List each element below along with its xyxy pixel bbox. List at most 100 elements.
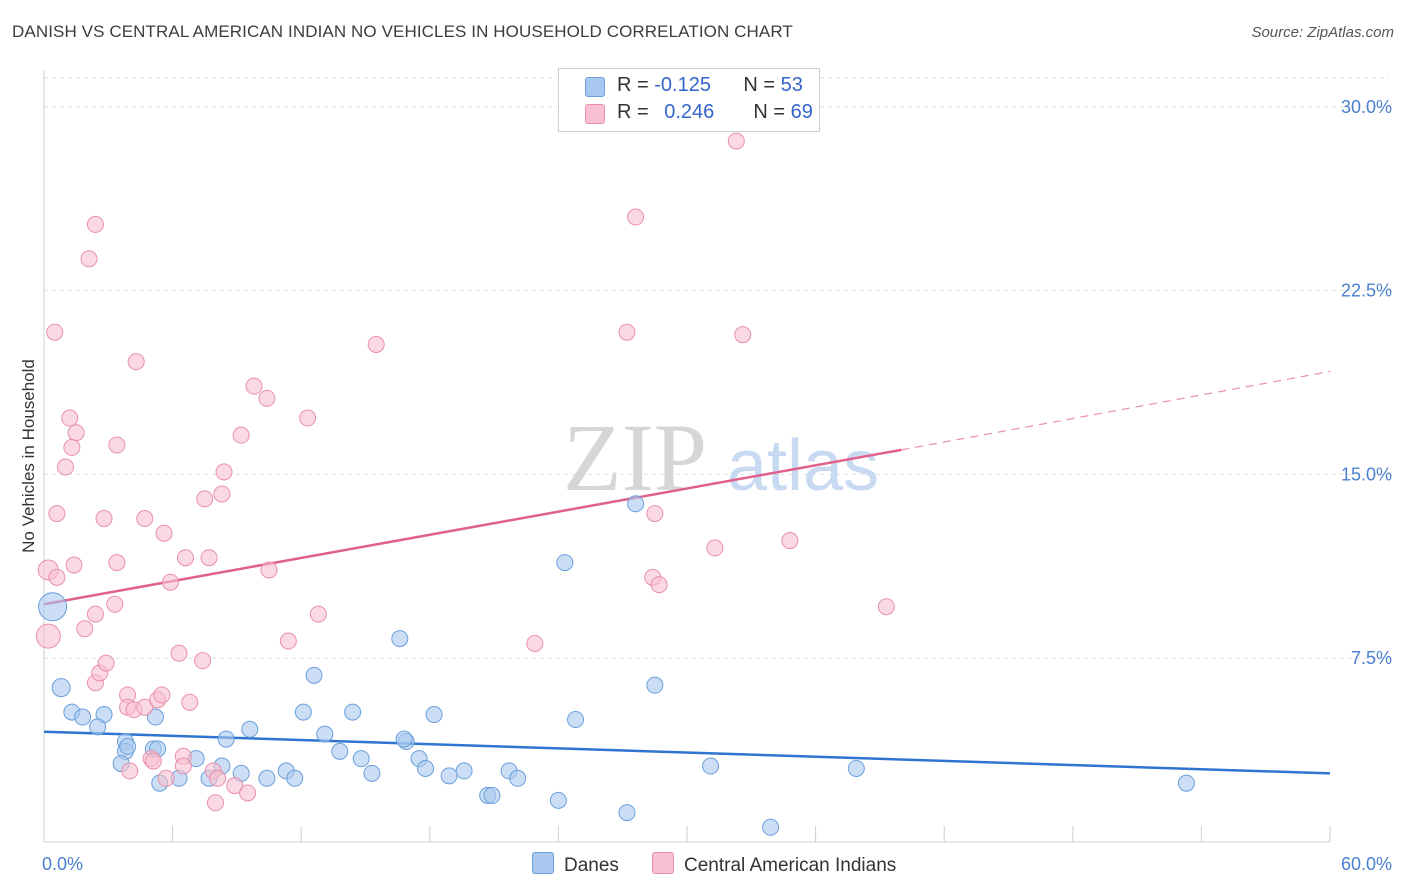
watermark-atlas: atlas — [727, 426, 879, 506]
point-danes — [455, 762, 473, 780]
point-central-american-indians — [95, 509, 113, 527]
point-central-american-indians — [67, 424, 85, 442]
point-danes — [331, 742, 349, 760]
y-tick-label: 30.0% — [1341, 97, 1392, 117]
point-danes — [847, 759, 865, 777]
point-central-american-indians — [194, 652, 212, 670]
point-central-american-indians — [161, 573, 179, 591]
point-central-american-indians — [245, 377, 263, 395]
legend-n-label: N = — [743, 74, 776, 96]
point-central-american-indians — [279, 632, 297, 650]
point-central-american-indians — [181, 693, 199, 711]
point-danes — [627, 495, 645, 513]
point-central-american-indians — [136, 698, 154, 716]
point-central-american-indians — [734, 326, 752, 344]
point-central-american-indians — [48, 568, 66, 586]
x-tick-label: 0.0% — [42, 854, 83, 874]
point-central-american-indians — [144, 752, 162, 770]
watermark: ZIP atlas — [563, 404, 879, 511]
point-central-american-indians — [213, 485, 231, 503]
point-central-american-indians — [260, 561, 278, 579]
point-central-american-indians — [56, 458, 74, 476]
point-danes — [89, 718, 107, 736]
point-central-american-indians — [239, 784, 257, 802]
point-danes — [440, 767, 458, 785]
point-danes — [363, 764, 381, 782]
point-central-american-indians — [155, 524, 173, 542]
trend-lines — [43, 370, 1331, 775]
legend-n-value: 53 — [780, 74, 803, 96]
x-tick-label: 60.0% — [1341, 854, 1392, 874]
legend-label-central-american-indians: Central American Indians — [684, 855, 897, 876]
point-danes — [217, 730, 235, 748]
legend-r-value: 0.246 — [664, 101, 715, 123]
point-central-american-indians — [877, 598, 895, 616]
point-danes — [286, 769, 304, 787]
point-central-american-indians — [157, 769, 175, 787]
point-central-american-indians — [646, 505, 664, 523]
y-axis-label: No Vehicles in Household — [19, 359, 38, 553]
point-danes — [241, 720, 259, 738]
axes — [43, 70, 1331, 843]
chart-source: Source: ZipAtlas.com — [1251, 24, 1394, 41]
legend-swatch-central-american-indians — [585, 104, 605, 124]
point-central-american-indians — [367, 335, 385, 353]
point-danes — [316, 725, 334, 743]
y-tick-label: 7.5% — [1351, 648, 1392, 668]
point-danes — [391, 630, 409, 648]
point-central-american-indians — [627, 208, 645, 226]
legend-swatch-central-american-indians — [652, 852, 674, 874]
point-central-american-indians — [309, 605, 327, 623]
point-central-american-indians — [706, 539, 724, 557]
legend-r-value: -0.125 — [654, 74, 711, 96]
point-danes — [344, 703, 362, 721]
point-central-american-indians — [174, 757, 192, 775]
legend-swatch-danes — [532, 852, 554, 874]
point-danes — [51, 678, 71, 698]
point-central-american-indians — [727, 132, 745, 150]
point-central-american-indians — [127, 353, 145, 371]
point-danes — [425, 706, 443, 724]
point-danes — [483, 786, 501, 804]
point-central-american-indians — [65, 556, 83, 574]
point-danes — [294, 703, 312, 721]
legend-label-danes: Danes — [564, 855, 619, 876]
point-danes — [702, 757, 720, 775]
point-danes — [74, 708, 92, 726]
point-central-american-indians — [86, 605, 104, 623]
point-central-american-indians — [48, 505, 66, 523]
point-danes — [352, 750, 370, 768]
point-danes — [1177, 774, 1195, 792]
point-danes — [395, 730, 413, 748]
trend-line-extension — [901, 370, 1331, 451]
point-central-american-indians — [299, 409, 317, 427]
trend-line-central-american-indians — [43, 448, 902, 606]
point-central-american-indians — [209, 769, 227, 787]
point-central-american-indians — [650, 576, 668, 594]
point-central-american-indians — [76, 620, 94, 638]
data-points — [35, 132, 1195, 836]
point-central-american-indians — [618, 323, 636, 341]
point-central-american-indians — [86, 215, 104, 233]
chart-title: DANISH VS CENTRAL AMERICAN INDIAN NO VEH… — [12, 22, 793, 41]
point-central-american-indians — [121, 762, 139, 780]
point-central-american-indians — [61, 409, 79, 427]
point-central-american-indians — [35, 623, 61, 649]
point-central-american-indians — [176, 549, 194, 567]
point-danes — [549, 791, 567, 809]
legend-n-label: N = — [753, 101, 786, 123]
y-tick-label: 22.5% — [1341, 281, 1392, 301]
point-danes — [119, 737, 137, 755]
point-central-american-indians — [781, 532, 799, 550]
point-danes — [258, 769, 276, 787]
point-central-american-indians — [226, 777, 244, 795]
point-danes — [618, 804, 636, 822]
point-central-american-indians — [46, 323, 64, 341]
point-central-american-indians — [106, 595, 124, 613]
point-central-american-indians — [206, 794, 224, 812]
point-central-american-indians — [97, 654, 115, 672]
point-central-american-indians — [170, 644, 188, 662]
point-danes — [305, 666, 323, 684]
trend-line-danes — [43, 730, 1331, 775]
